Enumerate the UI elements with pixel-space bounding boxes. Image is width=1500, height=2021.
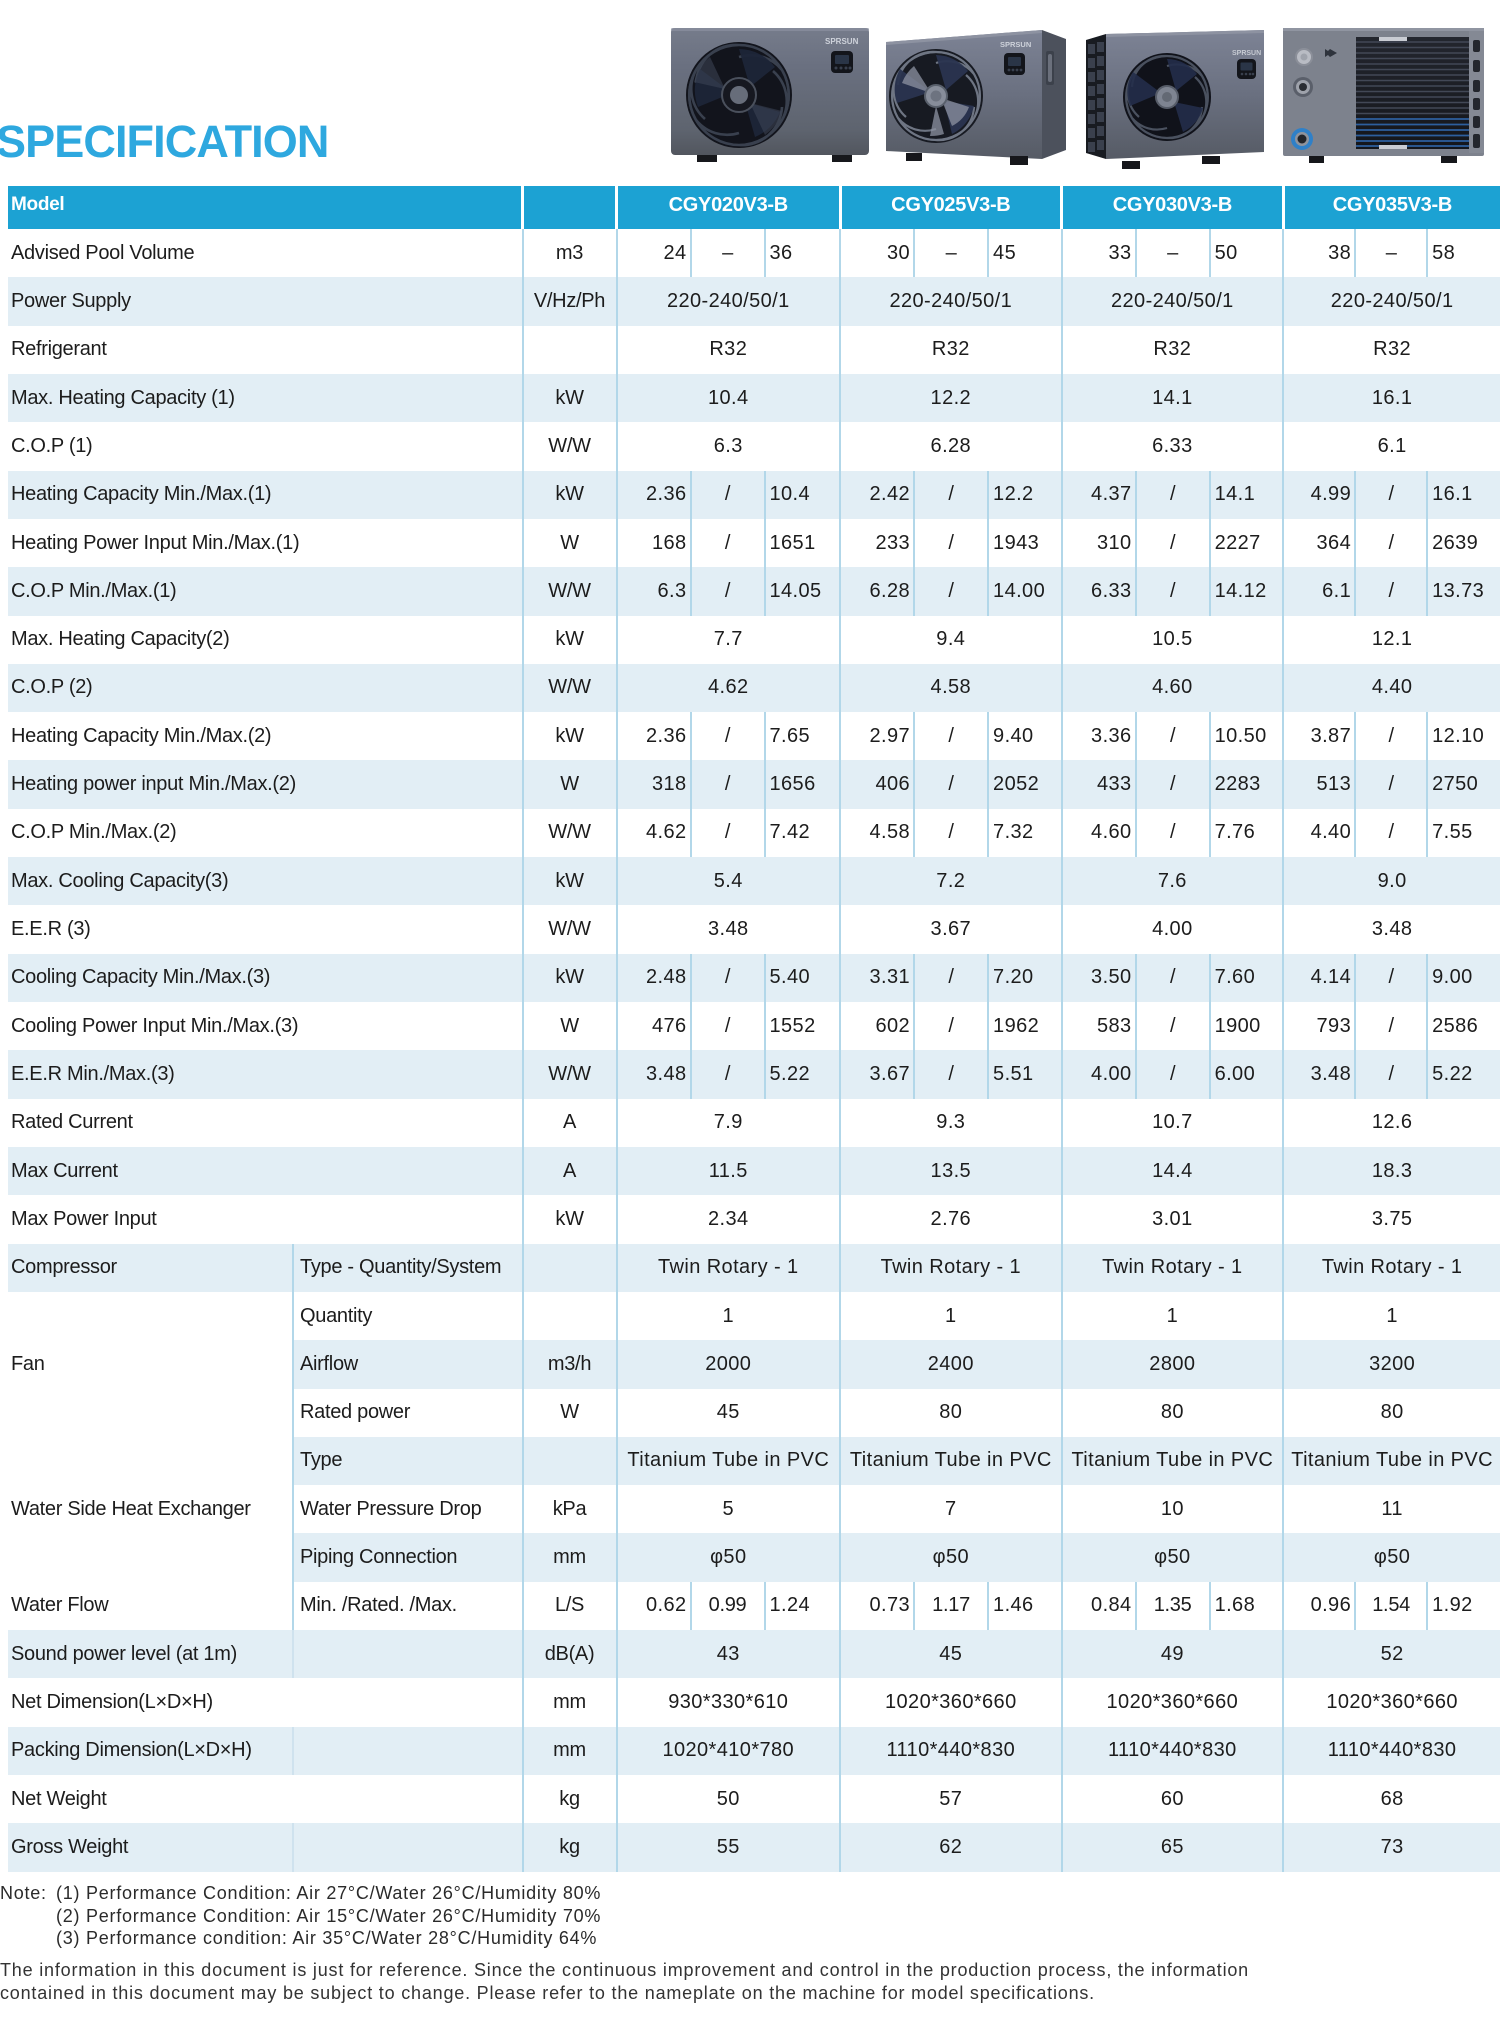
svg-text:SPRSUN: SPRSUN [1232, 50, 1261, 57]
svg-text:SPRSUN: SPRSUN [825, 37, 859, 46]
svg-text:SPRSUN: SPRSUN [1000, 40, 1031, 49]
